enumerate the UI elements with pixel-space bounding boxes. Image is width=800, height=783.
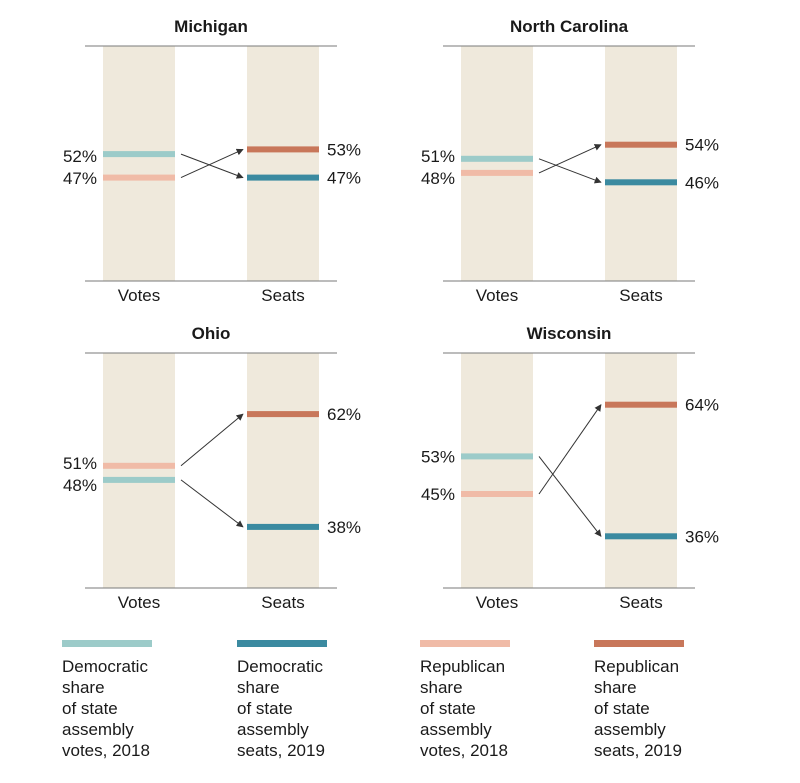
panel-title: North Carolina bbox=[510, 17, 629, 36]
mark-seats-democratic bbox=[247, 523, 319, 530]
mark-votes-democratic bbox=[461, 453, 533, 460]
data-label-seats-republican: 62% bbox=[327, 405, 361, 424]
arrow-democratic bbox=[180, 153, 244, 179]
x-tick-label-seats: Seats bbox=[261, 286, 304, 305]
legend-label-rep-seats: Republican share of state assembly seats, 20… bbox=[594, 657, 682, 760]
data-label-votes-democratic: 48% bbox=[63, 476, 97, 495]
legend-label-dem-votes: Democratic share of state assembly votes, 20… bbox=[62, 657, 150, 760]
data-label-seats-democratic: 38% bbox=[327, 518, 361, 537]
arrow-republican bbox=[180, 148, 244, 179]
legend-swatch-dem-votes bbox=[62, 640, 152, 647]
legend-swatch-rep-seats bbox=[594, 640, 684, 647]
x-tick-label-seats: Seats bbox=[619, 286, 662, 305]
arrow-democratic bbox=[538, 456, 602, 537]
panel-north-carolina: North Carolina Votes Seats 51% 48% 54% 46% bbox=[421, 17, 719, 305]
data-label-votes-republican: 48% bbox=[421, 169, 455, 188]
data-label-votes-democratic: 52% bbox=[63, 147, 97, 166]
votes-column-bg bbox=[103, 353, 175, 588]
data-label-votes-democratic: 51% bbox=[421, 147, 455, 166]
panel-michigan: Michigan Votes Seats 52% 47% 53% 47% bbox=[63, 17, 361, 305]
data-label-seats-democratic: 47% bbox=[327, 169, 361, 188]
data-label-seats-democratic: 36% bbox=[685, 527, 719, 546]
x-tick-label-seats: Seats bbox=[261, 593, 304, 612]
votes-column-bg bbox=[461, 353, 533, 588]
mark-votes-republican bbox=[461, 491, 533, 497]
panel-title: Ohio bbox=[192, 324, 231, 343]
mark-seats-democratic bbox=[247, 174, 319, 181]
mark-votes-democratic bbox=[103, 476, 175, 483]
data-label-votes-republican: 47% bbox=[63, 169, 97, 188]
mark-seats-republican bbox=[247, 411, 319, 418]
x-tick-label-votes: Votes bbox=[476, 286, 519, 305]
votes-column-bg bbox=[461, 46, 533, 281]
legend-label-dem-seats: Democratic share of state assembly seats, 20… bbox=[237, 657, 325, 760]
votes-column-bg bbox=[103, 46, 175, 281]
legend-swatch-dem-seats bbox=[237, 640, 327, 647]
data-label-seats-republican: 64% bbox=[685, 396, 719, 415]
mark-votes-republican bbox=[103, 174, 175, 181]
legend-item-rep-seats: Republican share of state assembly seats, 20… bbox=[594, 640, 744, 761]
legend-item-rep-votes: Republican share of state assembly votes, 20… bbox=[420, 640, 570, 761]
data-label-votes-republican: 51% bbox=[63, 454, 97, 473]
legend-item-dem-votes: Democratic share of state assembly votes, 20… bbox=[62, 640, 212, 761]
data-label-votes-democratic: 53% bbox=[421, 447, 455, 466]
mark-votes-republican bbox=[461, 169, 533, 176]
arrow-democratic bbox=[538, 158, 602, 184]
legend-label-rep-votes: Republican share of state assembly votes, 20… bbox=[420, 657, 508, 760]
data-label-seats-republican: 53% bbox=[327, 140, 361, 159]
x-tick-label-votes: Votes bbox=[476, 593, 519, 612]
mark-seats-republican bbox=[605, 141, 677, 148]
mark-seats-democratic bbox=[605, 533, 677, 540]
data-label-seats-republican: 54% bbox=[685, 136, 719, 155]
mark-votes-republican bbox=[103, 462, 175, 469]
mark-votes-democratic bbox=[103, 151, 175, 158]
panel-ohio: Ohio Votes Seats 51% 48% 62% 38% bbox=[63, 324, 361, 612]
mark-seats-republican bbox=[605, 401, 677, 408]
mark-seats-republican bbox=[247, 146, 319, 153]
mark-seats-democratic bbox=[605, 179, 677, 186]
arrow-republican bbox=[538, 404, 602, 495]
seats-column-bg bbox=[247, 353, 319, 588]
panel-wisconsin: Wisconsin Votes Seats 53% 45% 64% 36% bbox=[421, 324, 719, 612]
data-label-seats-democratic: 46% bbox=[685, 173, 719, 192]
seats-column-bg bbox=[605, 46, 677, 281]
panel-title: Michigan bbox=[174, 17, 248, 36]
seats-column-bg bbox=[247, 46, 319, 281]
slope-chart-grid: Michigan Votes Seats 52% 47% 53% 47% North Caro… bbox=[63, 17, 719, 612]
x-tick-label-seats: Seats bbox=[619, 593, 662, 612]
x-tick-label-votes: Votes bbox=[118, 593, 161, 612]
x-tick-label-votes: Votes bbox=[118, 286, 161, 305]
seats-column-bg bbox=[605, 353, 677, 588]
arrow-republican bbox=[180, 413, 244, 467]
panel-title: Wisconsin bbox=[527, 324, 612, 343]
legend-swatch-rep-votes bbox=[420, 640, 510, 647]
arrow-democratic bbox=[180, 479, 244, 528]
arrow-republican bbox=[538, 144, 602, 174]
legend-item-dem-seats: Democratic share of state assembly seats, 20… bbox=[237, 640, 387, 761]
mark-votes-democratic bbox=[461, 155, 533, 162]
data-label-votes-republican: 45% bbox=[421, 485, 455, 504]
